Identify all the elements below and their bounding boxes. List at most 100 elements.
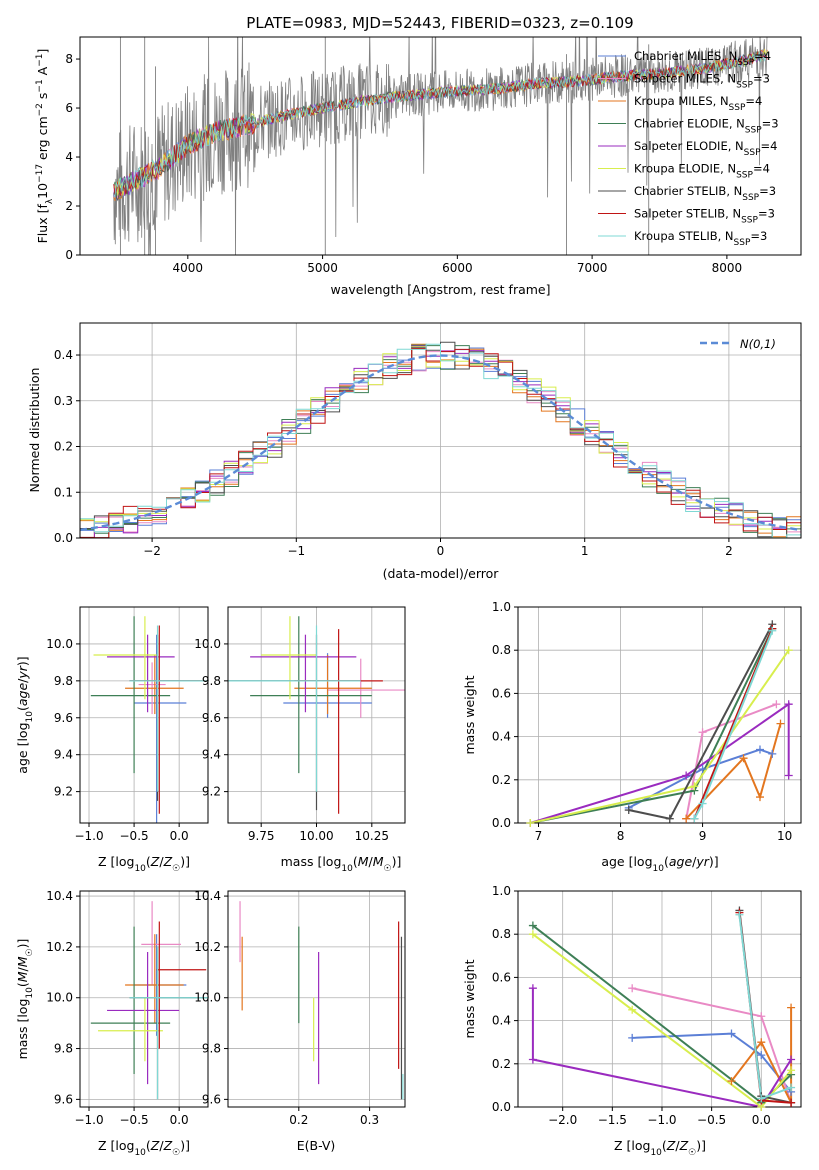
weight-marker bbox=[735, 910, 744, 919]
plot-area bbox=[228, 891, 405, 1107]
y-axis-label: mass weight bbox=[462, 959, 477, 1038]
axes-frame bbox=[517, 890, 802, 1108]
y-tick-label: 9.4 bbox=[202, 748, 221, 762]
weight-line bbox=[738, 910, 792, 1104]
legend-entry: Kroupa ELODIE, NSSP=4 bbox=[634, 162, 770, 181]
weight-marker bbox=[787, 1055, 796, 1064]
x-tick-label: 0 bbox=[437, 544, 445, 558]
y-tick-label: 10.4 bbox=[46, 889, 73, 903]
y-tick-label: 2 bbox=[65, 199, 73, 213]
spectrum-data-line bbox=[113, 37, 768, 255]
figure-title: PLATE=0983, MJD=52443, FIBERID=0323, z=0… bbox=[246, 14, 633, 32]
x-tick-label: 8 bbox=[617, 829, 625, 843]
weight-line bbox=[531, 988, 792, 1107]
axes-frame bbox=[79, 890, 209, 1108]
weight-marker bbox=[698, 765, 707, 773]
y-tick-label: 0.2 bbox=[54, 440, 73, 454]
y-tick-label: 10.2 bbox=[194, 940, 221, 954]
y-tick-label: 0.6 bbox=[492, 970, 511, 984]
legend-entry: Salpeter ELODIE, NSSP=4 bbox=[634, 139, 777, 158]
plot-area bbox=[80, 323, 801, 538]
plot-area bbox=[113, 37, 768, 255]
y-tick-label: 0.2 bbox=[492, 1057, 511, 1071]
y-tick-label: 9.2 bbox=[54, 785, 73, 799]
weight-marker bbox=[690, 814, 699, 823]
weight-marker bbox=[698, 728, 707, 737]
y-tick-label: 0.4 bbox=[492, 1014, 511, 1028]
x-tick-label: 4000 bbox=[173, 261, 204, 275]
y-tick-label: 9.8 bbox=[54, 1042, 73, 1056]
weight-line bbox=[693, 628, 774, 820]
legend-entry: Chabrier ELODIE, NSSP=3 bbox=[634, 117, 779, 136]
weight-line bbox=[628, 623, 774, 820]
x-tick-label: 0.3 bbox=[360, 1113, 379, 1127]
y-axis-label: age [log10(age/yr)] bbox=[15, 656, 35, 773]
x-tick-label: −1.5 bbox=[598, 1113, 627, 1127]
panel-mass-vs-Z: −1.0 −0.5 0.0 9.6 9.8 10.0 10.2 10.4 Z [log10(Z/… bbox=[15, 889, 209, 1158]
weight-marker bbox=[784, 771, 793, 780]
y-tick-label: 0.8 bbox=[492, 927, 511, 941]
y-tick-label: 9.8 bbox=[202, 674, 221, 688]
panel-age-vs-Z: −1.0 −0.5 0.0 9.2 9.4 9.6 9.8 10.0 Z [log10(Z/Z☉… bbox=[15, 606, 209, 874]
x-tick-label: −1 bbox=[287, 544, 305, 558]
weight-line bbox=[530, 702, 790, 823]
weight-marker bbox=[776, 719, 785, 728]
y-tick-label: 9.6 bbox=[202, 1092, 221, 1106]
axes-frame bbox=[79, 36, 802, 256]
x-tick-label: 6000 bbox=[442, 261, 473, 275]
x-axis-label: E(B-V) bbox=[297, 1138, 336, 1153]
x-tick-label: 9 bbox=[699, 829, 707, 843]
y-tick-label: 10.2 bbox=[46, 940, 73, 954]
weight-line bbox=[738, 912, 792, 1104]
y-axis-label: mass weight bbox=[462, 675, 477, 754]
y-tick-label: 9.6 bbox=[54, 711, 73, 725]
x-tick-label: 7000 bbox=[577, 261, 608, 275]
x-tick-label: −2.0 bbox=[548, 1113, 577, 1127]
y-tick-label: 10.0 bbox=[46, 991, 73, 1005]
y-tick-label: 9.2 bbox=[202, 785, 221, 799]
weight-marker bbox=[528, 984, 537, 993]
y-tick-label: 0.4 bbox=[492, 730, 511, 744]
x-tick-label: −2 bbox=[143, 544, 161, 558]
x-tick-label: −0.5 bbox=[120, 1113, 149, 1127]
x-axis-label: Z [log10(Z/Z☉)] bbox=[98, 1138, 190, 1158]
x-tick-label: 10.25 bbox=[355, 829, 389, 843]
y-tick-label: 8 bbox=[65, 52, 73, 66]
x-tick-label: 2 bbox=[725, 544, 733, 558]
axes-frame bbox=[517, 606, 802, 824]
x-tick-label: −0.5 bbox=[697, 1113, 726, 1127]
x-tick-label: 1 bbox=[581, 544, 589, 558]
weight-marker bbox=[628, 1005, 637, 1014]
weight-marker bbox=[739, 754, 748, 763]
x-axis-label: Z [log10(Z/Z☉)] bbox=[614, 1138, 706, 1158]
weight-marker bbox=[727, 1077, 736, 1086]
weight-marker bbox=[528, 1055, 537, 1064]
plot-area bbox=[228, 607, 405, 823]
y-tick-label: 0.0 bbox=[54, 531, 73, 545]
y-tick-label: 4 bbox=[65, 150, 73, 164]
weight-marker bbox=[787, 1083, 796, 1092]
weight-marker bbox=[768, 626, 777, 635]
y-axis-label: Flux [fλ10−17 erg cm−2 s−1 A−1] bbox=[35, 49, 55, 244]
weight-marker bbox=[787, 1003, 796, 1012]
weight-marker bbox=[682, 814, 691, 823]
legend-entry: N(0,1) bbox=[740, 337, 776, 351]
x-tick-label: −1.0 bbox=[74, 829, 103, 843]
weight-marker bbox=[755, 793, 764, 802]
weight-marker bbox=[528, 921, 537, 930]
panel-spectrum: 4000 5000 6000 7000 8000 0 2 4 6 8 wavelength [Ang… bbox=[35, 36, 802, 297]
y-tick-label: 1.0 bbox=[492, 600, 511, 614]
legend-entry: Salpeter MILES, NSSP=3 bbox=[634, 72, 770, 91]
x-axis-label: wavelength [Angstrom, rest frame] bbox=[330, 282, 550, 297]
legend-entry: Chabrier STELIB, NSSP=3 bbox=[634, 184, 776, 203]
weight-marker bbox=[727, 1029, 736, 1038]
axes-frame bbox=[79, 606, 209, 824]
x-tick-label: 0.0 bbox=[170, 1113, 189, 1127]
weight-marker bbox=[757, 1038, 766, 1047]
plot-area bbox=[80, 607, 208, 823]
y-tick-label: 0.0 bbox=[492, 816, 511, 830]
y-tick-label: 0.0 bbox=[492, 1100, 511, 1114]
panel-residual-histogram: −2 −1 0 1 2 0.0 0.1 0.2 0.3 0.4 (data-model)/error… bbox=[27, 322, 802, 581]
weight-marker bbox=[682, 771, 691, 780]
axes-frame bbox=[79, 322, 802, 539]
